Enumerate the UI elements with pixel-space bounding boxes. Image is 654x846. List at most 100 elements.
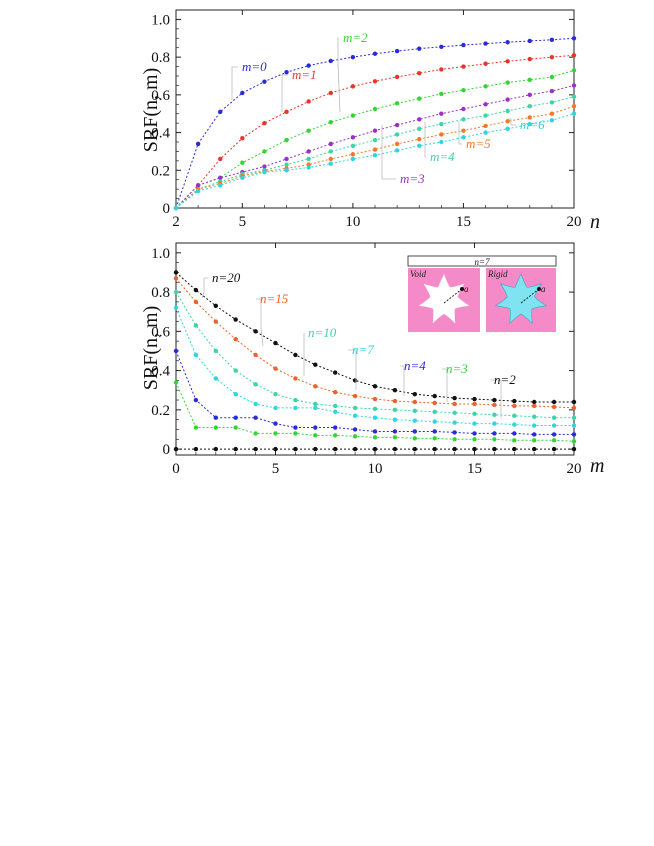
data-point-n-4 bbox=[273, 421, 278, 426]
data-point-n-2 bbox=[213, 446, 218, 452]
data-point-m-2 bbox=[284, 137, 289, 143]
data-point-m-1 bbox=[328, 90, 333, 96]
data-point-n-7 bbox=[372, 415, 378, 420]
data-point-n-10 bbox=[532, 414, 537, 419]
data-point-m-6 bbox=[394, 148, 400, 153]
label-leader bbox=[348, 349, 357, 390]
data-point-m-0 bbox=[505, 40, 510, 45]
data-point-n-2 bbox=[472, 446, 477, 452]
data-point-m-0 bbox=[571, 36, 577, 41]
data-point-m-5 bbox=[527, 115, 532, 120]
y-tick-label: 0.6 bbox=[151, 88, 170, 104]
data-point-n-3 bbox=[173, 380, 179, 385]
data-point-n-3 bbox=[352, 434, 358, 439]
data-point-m-2 bbox=[240, 160, 245, 165]
data-point-m-3 bbox=[394, 122, 400, 128]
data-point-m-4 bbox=[417, 126, 422, 131]
data-point-n-7 bbox=[412, 418, 417, 423]
data-point-m-5 bbox=[328, 156, 333, 162]
data-point-m-1 bbox=[439, 67, 444, 72]
data-point-n-2 bbox=[492, 446, 497, 452]
data-point-n-4 bbox=[392, 429, 398, 434]
data-point-n-20 bbox=[472, 396, 477, 402]
data-point-n-15 bbox=[173, 276, 179, 281]
data-point-n-15 bbox=[333, 389, 338, 395]
data-point-n-20 bbox=[571, 399, 577, 405]
data-point-n-2 bbox=[253, 446, 258, 452]
top-chart-panel: 2 5 10 15 20 0 0.2 0.4 0.6 0.8 1.0 m=0 m=1 m=2 m=3 m=4… bbox=[140, 9, 600, 233]
data-point-n-2 bbox=[193, 446, 199, 452]
series-label-n-20: n=20 bbox=[212, 270, 241, 285]
y-tick-label: 1.0 bbox=[151, 12, 170, 28]
y-tick-label: 0.4 bbox=[151, 126, 170, 142]
data-point-m-1 bbox=[527, 56, 532, 62]
series-line-n-20 bbox=[175, 272, 574, 403]
y-tick-label: 0.2 bbox=[151, 403, 170, 419]
data-point-m-2 bbox=[350, 113, 356, 118]
data-point-n-7 bbox=[452, 420, 457, 425]
data-point-m-4 bbox=[350, 143, 356, 148]
data-point-n-2 bbox=[293, 446, 298, 452]
data-point-m-1 bbox=[483, 61, 488, 66]
data-point-m-3 bbox=[262, 164, 267, 169]
data-point-n-20 bbox=[193, 287, 199, 293]
data-point-m-0 bbox=[240, 90, 245, 96]
data-point-n-4 bbox=[352, 427, 358, 432]
top-y-axis-label: SRF(n, m) bbox=[140, 68, 162, 152]
x-tick-label: 10 bbox=[345, 214, 360, 230]
data-point-m-6 bbox=[461, 135, 466, 140]
data-point-m-3 bbox=[218, 175, 223, 181]
x-tick-label: 5 bbox=[272, 461, 280, 477]
data-point-n-3 bbox=[392, 435, 398, 440]
y-tick-label: 0.2 bbox=[151, 163, 170, 179]
data-point-n-10 bbox=[352, 405, 358, 411]
series-label-n-10: n=10 bbox=[308, 325, 337, 340]
data-point-n-15 bbox=[372, 396, 378, 402]
x-tick-label: 10 bbox=[368, 461, 383, 477]
data-point-n-10 bbox=[551, 415, 557, 420]
y-tick-label: 0 bbox=[163, 201, 171, 217]
data-point-m-6 bbox=[218, 183, 223, 188]
data-point-m-3 bbox=[439, 111, 444, 116]
data-point-n-3 bbox=[532, 438, 537, 443]
data-point-n-20 bbox=[512, 398, 517, 404]
data-point-m-0 bbox=[527, 38, 532, 44]
data-point-m-1 bbox=[350, 84, 356, 89]
data-point-n-7 bbox=[512, 422, 517, 427]
data-point-n-4 bbox=[193, 397, 199, 403]
data-point-n-15 bbox=[213, 319, 218, 324]
data-point-n-4 bbox=[571, 432, 577, 437]
data-point-m-3 bbox=[372, 128, 378, 133]
data-point-n-10 bbox=[492, 412, 497, 417]
data-point-n-3 bbox=[472, 437, 477, 442]
data-point-n-20 bbox=[352, 378, 358, 383]
data-point-m-6 bbox=[549, 118, 555, 123]
data-point-n-7 bbox=[352, 413, 358, 418]
data-point-m-2 bbox=[417, 96, 422, 101]
y-tick-label: 0.6 bbox=[151, 324, 170, 340]
data-point-n-7 bbox=[333, 409, 338, 415]
x-tick-label: 5 bbox=[239, 214, 247, 230]
data-point-m-2 bbox=[527, 77, 532, 82]
data-point-m-2 bbox=[262, 149, 267, 154]
data-point-n-7 bbox=[273, 405, 278, 411]
label-leader bbox=[337, 37, 341, 113]
data-point-m-2 bbox=[394, 101, 400, 106]
data-point-m-1 bbox=[417, 70, 422, 76]
data-point-n-4 bbox=[472, 431, 477, 436]
data-point-m-1 bbox=[394, 74, 400, 80]
data-point-m-1 bbox=[549, 54, 555, 60]
data-point-m-0 bbox=[372, 51, 378, 56]
data-point-m-1 bbox=[571, 53, 577, 58]
data-point-n-2 bbox=[432, 446, 437, 452]
data-point-n-4 bbox=[313, 425, 318, 430]
data-point-m-2 bbox=[505, 80, 510, 85]
data-point-n-3 bbox=[512, 438, 517, 443]
data-point-n-15 bbox=[551, 404, 557, 410]
data-point-n-20 bbox=[492, 397, 497, 403]
data-point-n-10 bbox=[173, 289, 179, 295]
data-point-n-20 bbox=[233, 317, 238, 322]
data-point-n-10 bbox=[213, 348, 218, 354]
data-point-m-6 bbox=[240, 175, 245, 181]
data-point-n-20 bbox=[253, 329, 258, 334]
